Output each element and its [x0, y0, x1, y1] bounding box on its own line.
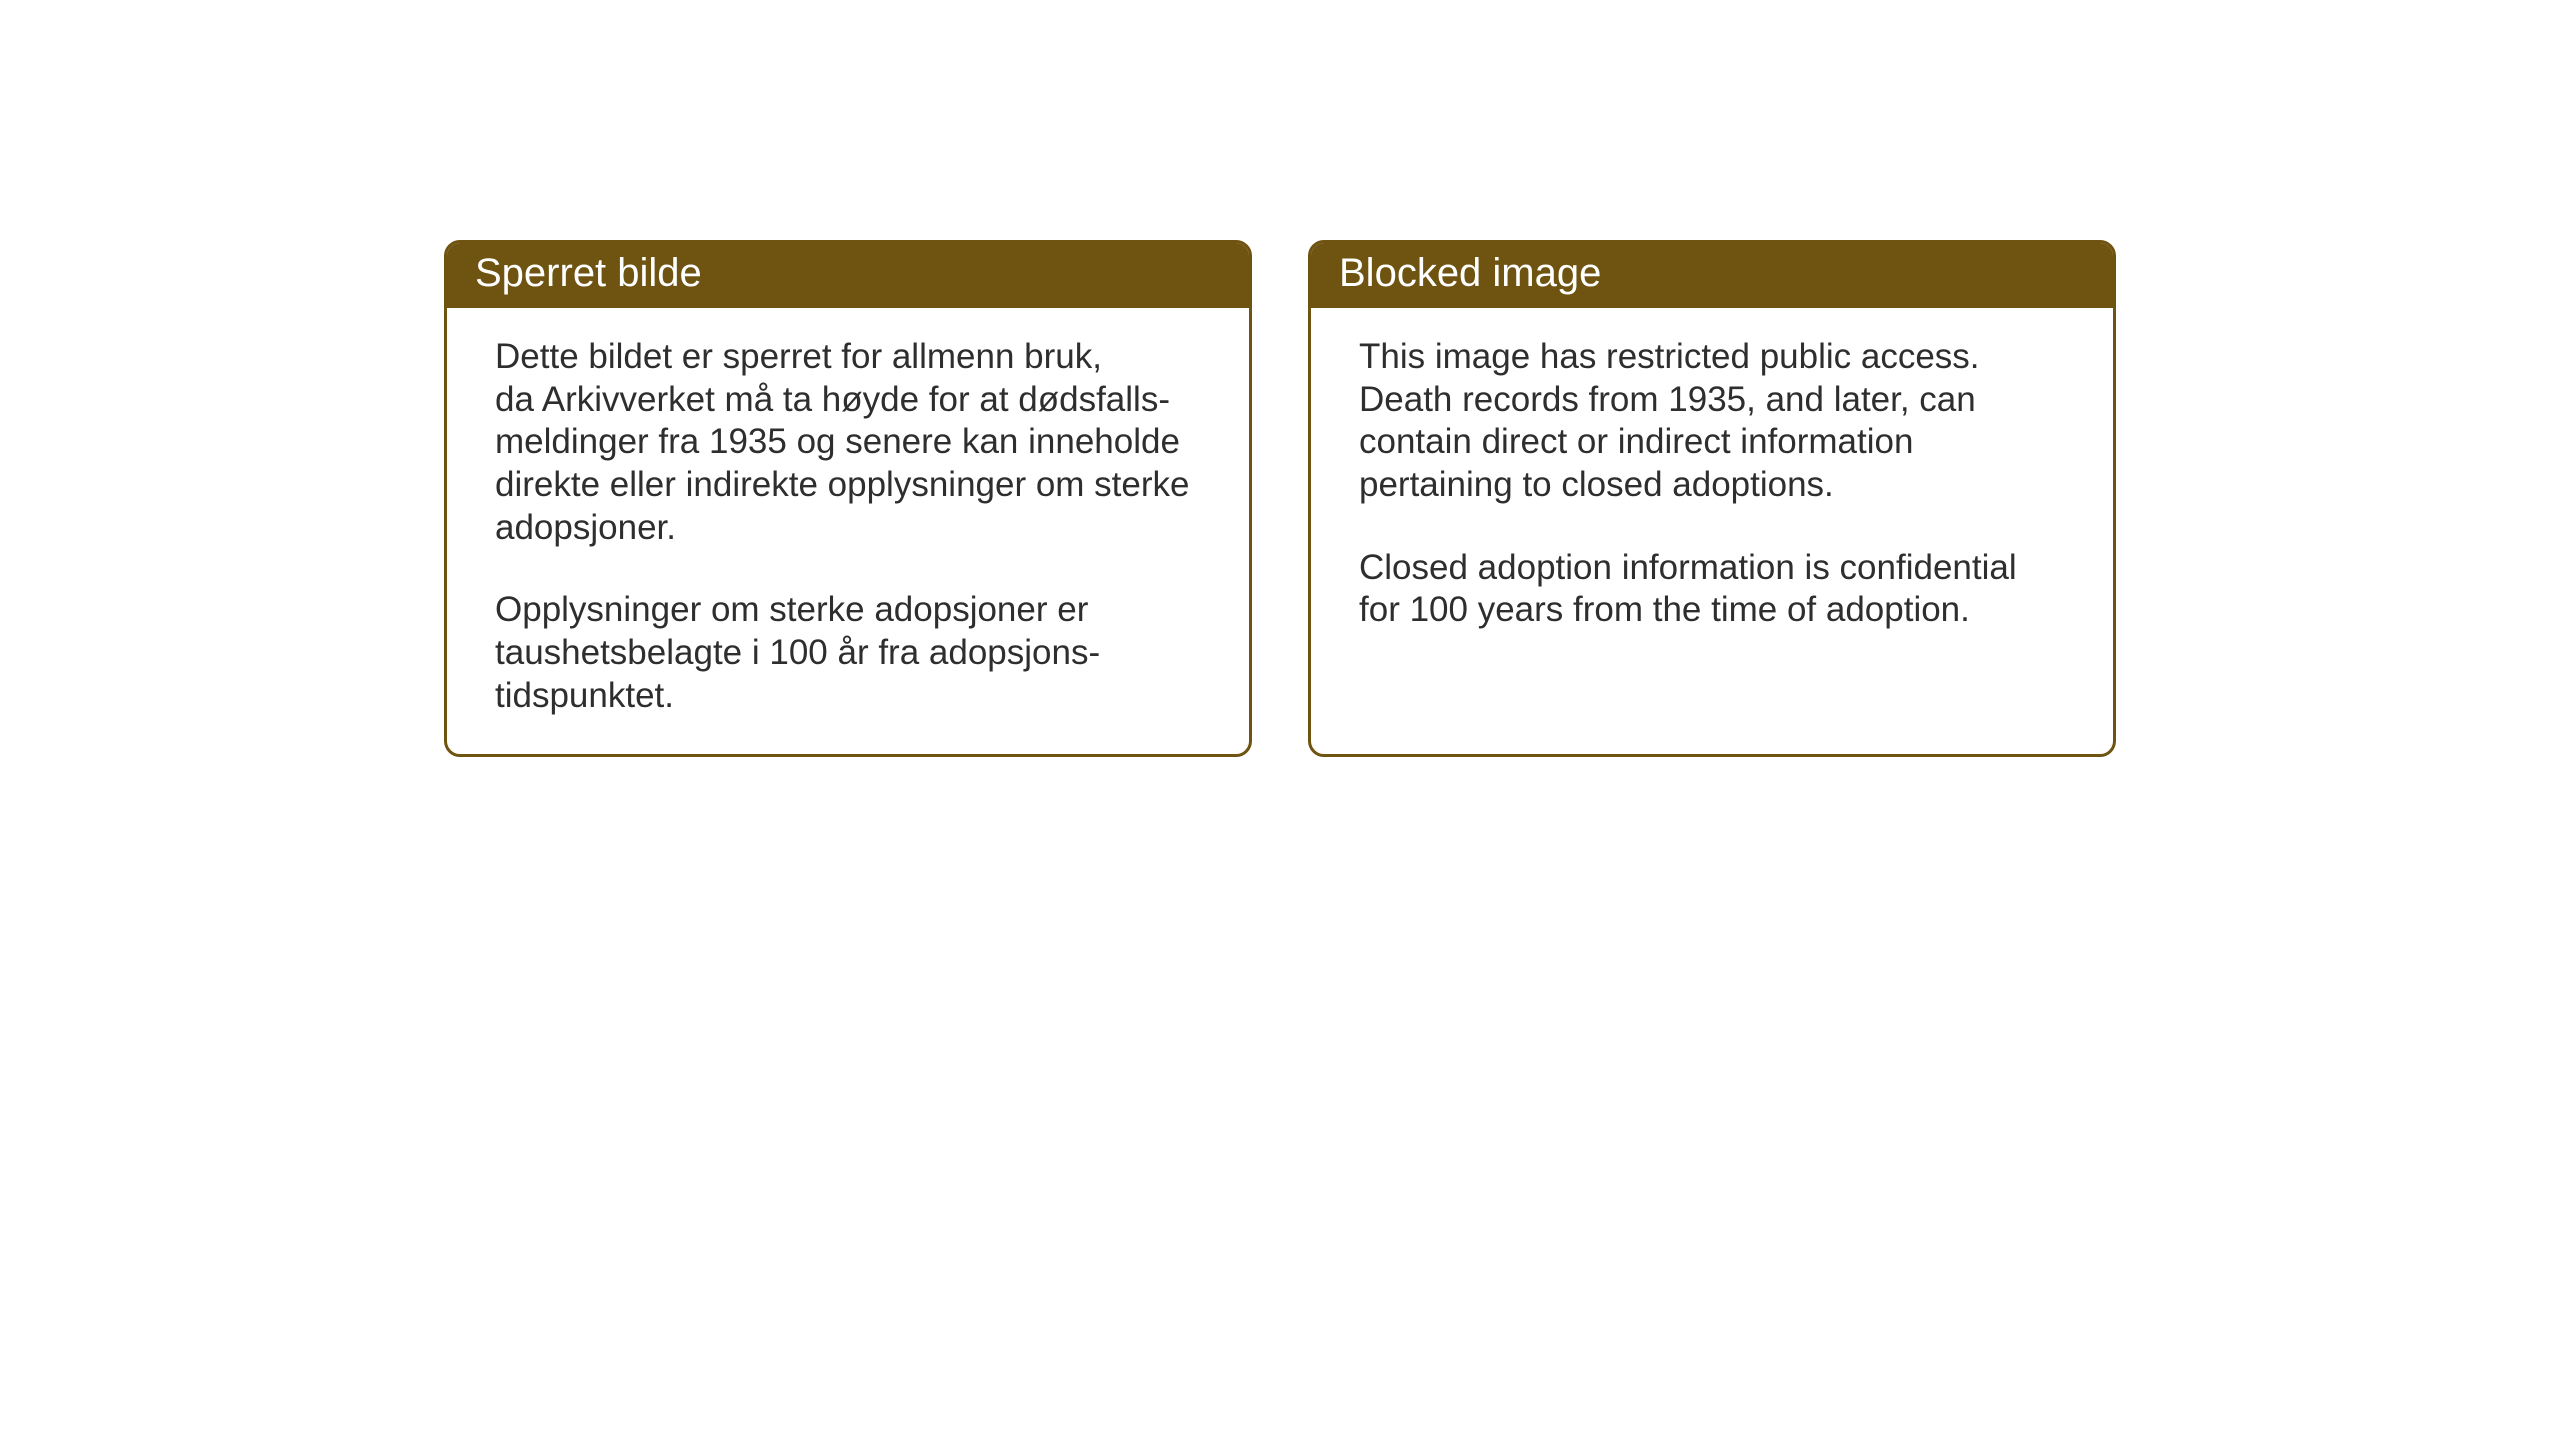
card-paragraph-2-english: Closed adoption information is confident… — [1359, 547, 2065, 632]
card-header-norwegian: Sperret bilde — [447, 243, 1249, 308]
card-title-english: Blocked image — [1339, 251, 1601, 295]
notice-card-norwegian: Sperret bilde Dette bildet er sperret fo… — [444, 240, 1252, 757]
card-header-english: Blocked image — [1311, 243, 2113, 308]
card-paragraph-1-norwegian: Dette bildet er sperret for allmenn bruk… — [495, 336, 1201, 549]
card-body-english: This image has restricted public access.… — [1311, 308, 2113, 728]
notice-card-english: Blocked image This image has restricted … — [1308, 240, 2116, 757]
card-paragraph-1-english: This image has restricted public access.… — [1359, 336, 2065, 507]
card-paragraph-2-norwegian: Opplysninger om sterke adopsjoner er tau… — [495, 589, 1201, 717]
card-body-norwegian: Dette bildet er sperret for allmenn bruk… — [447, 308, 1249, 754]
card-title-norwegian: Sperret bilde — [475, 251, 702, 295]
notice-cards-container: Sperret bilde Dette bildet er sperret fo… — [444, 240, 2116, 757]
